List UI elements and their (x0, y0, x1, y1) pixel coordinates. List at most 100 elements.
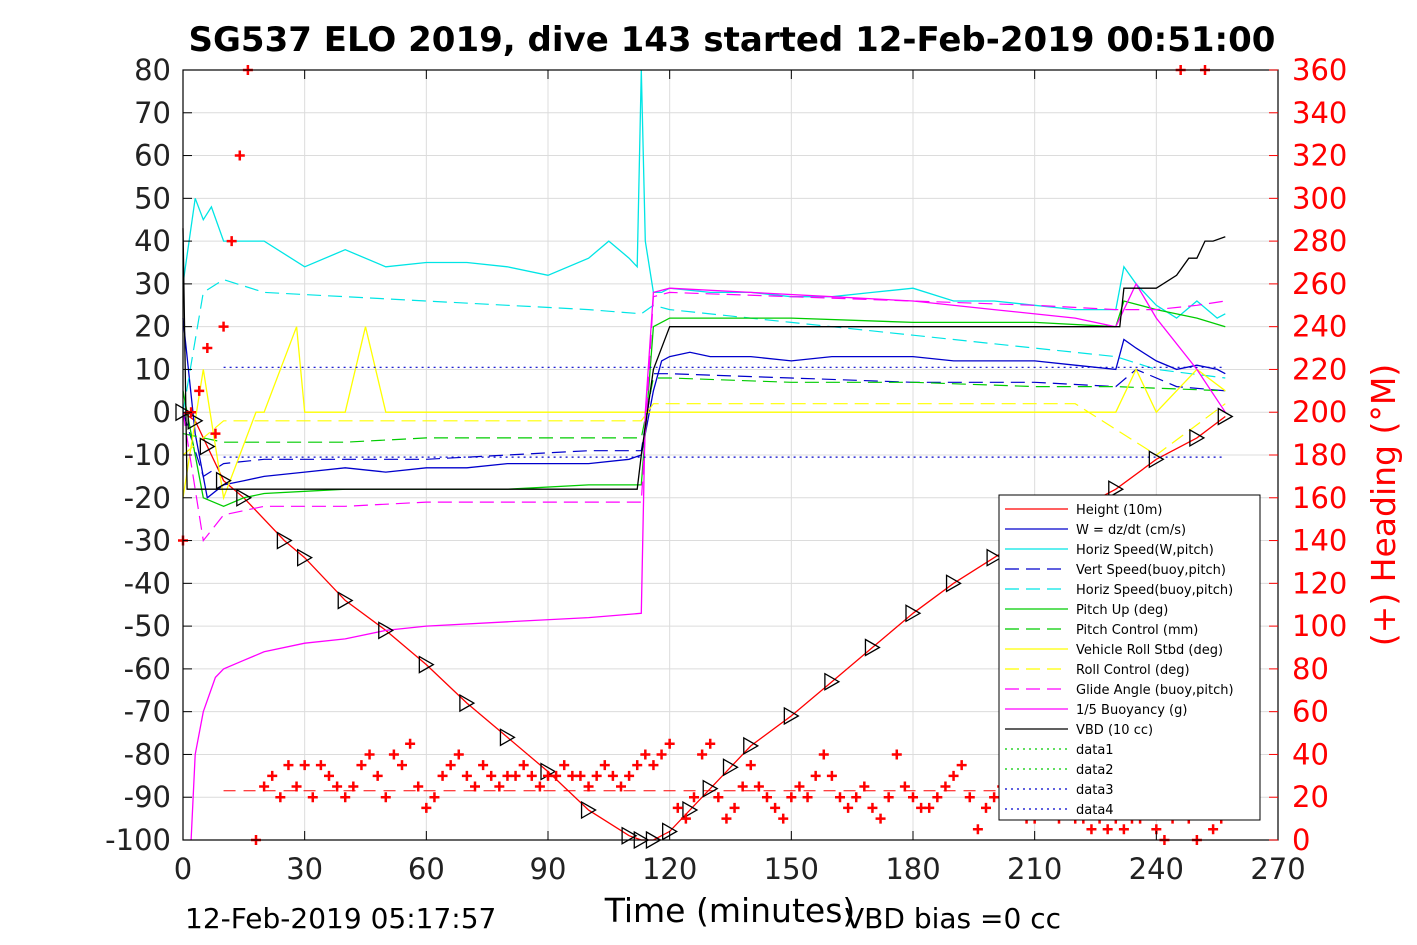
y-tick-label: -100 (105, 823, 171, 857)
depth-marker (905, 604, 922, 623)
y-right-tick-label: 180 (1292, 438, 1347, 472)
heading-point (762, 792, 772, 803)
footer-timestamp: 12-Feb-2019 05:17:57 (185, 902, 496, 935)
heading-point (275, 792, 286, 803)
heading-point (616, 781, 626, 792)
legend-label: Glide Angle (buoy,pitch) (1076, 683, 1234, 698)
heading-point (932, 792, 943, 803)
heading-point (307, 792, 318, 803)
heading-point (672, 802, 683, 813)
heading-point (226, 236, 237, 247)
heading-point (770, 802, 781, 813)
depth-marker (499, 728, 516, 747)
heading-point (826, 770, 837, 781)
y-tick-label: 0 (153, 395, 171, 429)
heading-point (956, 760, 967, 771)
heading-point (989, 792, 1000, 803)
heading-point (664, 738, 675, 749)
heading-point (1208, 824, 1219, 835)
heading-point (908, 792, 918, 803)
depth-marker (199, 437, 216, 456)
x-tick-label: 30 (286, 852, 323, 886)
depth-marker (945, 574, 962, 593)
heading-point (640, 749, 651, 760)
heading-point (835, 792, 845, 803)
depth-marker (702, 779, 719, 798)
heading-point (453, 749, 464, 760)
heading-point (583, 781, 594, 792)
depth-marker (864, 638, 881, 657)
heading-point (348, 781, 359, 792)
heading-point (267, 770, 278, 781)
heading-point (486, 770, 497, 781)
heading-point (324, 770, 334, 781)
heading-point (964, 792, 975, 803)
heading-point (851, 792, 862, 803)
y-right-axis-label: (+) Heading (°M) (1364, 364, 1403, 646)
legend-label: data4 (1076, 803, 1114, 818)
heading-point (786, 792, 797, 803)
x-tick-label: 60 (408, 852, 445, 886)
legend: Height (10m) W = dz/dt (cm/s) Horiz Speed(… (998, 494, 1261, 821)
y-right-tick-label: 280 (1292, 224, 1347, 258)
series-line-9 (182, 291, 1226, 543)
heading-point (194, 385, 205, 396)
y-tick-label: -90 (124, 780, 171, 814)
y-tick-label: -20 (124, 481, 171, 515)
series-line-8 (182, 403, 1226, 456)
heading-point (380, 792, 391, 803)
heading-point (234, 150, 245, 161)
legend-label: Height (10m) (1076, 503, 1162, 518)
heading-point (656, 749, 667, 760)
legend-label: Vert Speed(buoy,pitch) (1076, 563, 1226, 578)
heading-point (745, 760, 756, 771)
x-tick-label: 90 (530, 852, 567, 886)
legend-label: W = dz/dt (cm/s) (1076, 523, 1186, 538)
heading-point (510, 770, 521, 781)
heading-point (737, 781, 748, 792)
y-tick-label: -30 (124, 524, 171, 558)
heading-point (924, 802, 935, 813)
y-tick-label: -10 (124, 438, 171, 472)
y-tick-label: -80 (124, 737, 171, 771)
x-tick-label: 240 (1129, 852, 1184, 886)
y-tick-label: 40 (134, 224, 171, 258)
heading-point (802, 792, 813, 803)
x-tick-label: 180 (885, 852, 940, 886)
heading-point (283, 760, 294, 771)
heading-point (843, 802, 854, 813)
y-right-tick-label: 220 (1292, 352, 1347, 386)
series-line-2 (182, 69, 1226, 319)
y-tick-label: 60 (134, 139, 171, 173)
heading-point (794, 781, 805, 792)
y-tick-label: -70 (124, 695, 171, 729)
heading-point (332, 781, 343, 792)
y-right-tick-label: 100 (1292, 609, 1347, 643)
heading-point (210, 428, 221, 439)
ticks-layer: 0 30 60 90 120 150 180 210 240 270 80 70 60 50 40 30 20 1… (105, 53, 1347, 886)
depth-marker (824, 672, 841, 691)
y-right-tick-label: 0 (1292, 823, 1310, 857)
y-tick-label: -40 (124, 566, 171, 600)
y-right-tick-label: 120 (1292, 566, 1347, 600)
heading-point (624, 770, 635, 781)
depth-marker (722, 758, 739, 777)
y-right-tick-label: 360 (1292, 53, 1347, 87)
legend-label: Pitch Up (deg) (1076, 603, 1168, 618)
legend-label: Horiz Speed(buoy,pitch) (1076, 583, 1233, 598)
heading-point (364, 749, 375, 760)
legend-label: data3 (1076, 783, 1114, 798)
depth-marker (276, 531, 293, 550)
heading-point (1102, 824, 1113, 835)
y-right-tick-label: 200 (1292, 395, 1347, 429)
y-right-tick-label: 160 (1292, 481, 1347, 515)
y-right-tick-label: 260 (1292, 267, 1347, 301)
series-line-10 (190, 282, 1226, 841)
heading-point (729, 802, 740, 813)
depth-marker (418, 655, 435, 674)
depth-marker (297, 548, 313, 567)
x-tick-label: 270 (1250, 852, 1305, 886)
depth-marker (986, 548, 1003, 567)
